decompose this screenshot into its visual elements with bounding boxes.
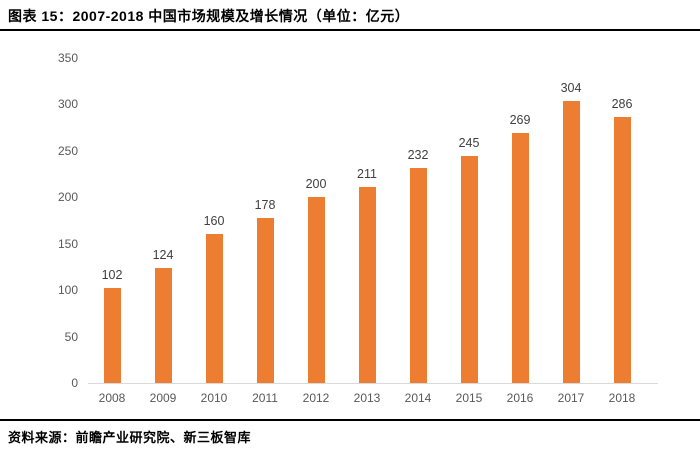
bar-2016: [511, 133, 529, 383]
x-axis-tick-label: 2011: [252, 391, 278, 405]
title-divider-line: [0, 29, 700, 31]
bar-2015: [460, 155, 478, 383]
bar-value-label: 200: [305, 177, 327, 192]
figure-title: 图表 15：2007-2018 中国市场规模及增长情况（单位：亿元）: [8, 8, 410, 24]
bar-value-label: 124: [152, 247, 174, 262]
x-axis-tick-label: 2010: [200, 391, 228, 405]
x-axis-tick-label: 2009: [149, 391, 177, 405]
bar-value-label: 211: [357, 167, 377, 182]
source-divider-line: [0, 419, 700, 421]
y-axis-tick-label: 150: [57, 236, 78, 251]
x-axis-tick-label: 2018: [608, 391, 636, 405]
y-axis-tick-label: 300: [57, 97, 78, 112]
bar-value-label: 160: [203, 214, 225, 229]
bar-value-label: 269: [509, 113, 531, 128]
x-axis-tick-label: 2013: [353, 391, 381, 405]
bar-value-label: 232: [407, 147, 429, 162]
bar-value-label: 286: [611, 97, 633, 112]
y-axis-tick-label: 50: [64, 329, 78, 344]
x-axis-tick-label: 2014: [404, 391, 432, 405]
figure-source: 资料来源：前瞻产业研究院、新三板智库: [8, 430, 252, 445]
bar-2017: [562, 100, 580, 383]
x-axis-tick-label: 2016: [506, 391, 534, 405]
x-axis-tick-label: 2015: [455, 391, 483, 405]
bar-2011: [256, 217, 274, 383]
bar-value-label: 304: [560, 80, 582, 95]
bar-2009: [154, 267, 172, 383]
bar-2012: [307, 197, 325, 383]
x-axis-tick-label: 2012: [302, 391, 330, 405]
y-axis-tick-label: 0: [71, 376, 78, 390]
bar-2014: [409, 167, 427, 383]
y-axis-tick-label: 200: [57, 190, 78, 205]
y-axis-tick-label: 100: [57, 283, 78, 298]
bar-2008: [103, 288, 121, 383]
y-axis-tick-label: 350: [57, 51, 78, 65]
bar-value-label: 245: [458, 135, 480, 150]
y-axis-tick-label: 250: [57, 143, 78, 158]
bar-2013: [358, 187, 376, 383]
bar-2010: [205, 234, 223, 383]
bar-value-label: 102: [101, 268, 123, 283]
x-axis-tick-label: 2017: [557, 391, 585, 405]
bar-value-label: 178: [254, 197, 276, 212]
x-axis-line: [88, 383, 658, 384]
x-axis-tick-label: 2008: [98, 391, 126, 405]
bar-2018: [613, 117, 631, 383]
